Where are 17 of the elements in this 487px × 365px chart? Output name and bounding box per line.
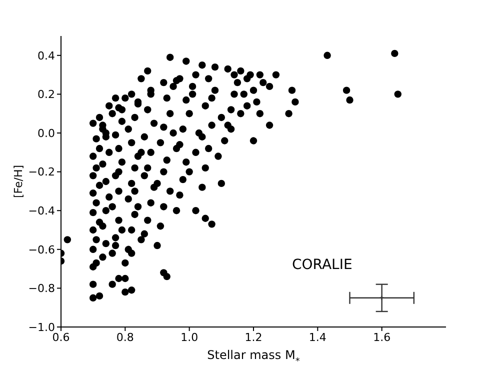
- x-axis-title: Stellar mass M$_{*}$: [207, 348, 300, 365]
- y-tick-label: −0.2: [28, 166, 55, 179]
- y-tick-label: 0.4: [38, 49, 55, 62]
- annotation: CORALIE: [292, 256, 352, 273]
- y-tick-label: −0.4: [28, 204, 55, 218]
- x-tick-label: 0.8: [116, 330, 134, 344]
- y-tick-label: 0.0: [38, 126, 55, 140]
- x-tick-label: 1.0: [180, 330, 198, 344]
- x-tick-label: 1.6: [373, 330, 391, 344]
- y-tick-label: 0.2: [38, 88, 55, 102]
- y-axis-title: [Fe/H]: [12, 164, 25, 198]
- y-tick-label: −0.6: [28, 243, 55, 256]
- x-tick-label: 1.4: [308, 330, 326, 344]
- x-tick-label: 1.2: [244, 330, 262, 344]
- y-tick-label: −1.0: [28, 320, 55, 334]
- y-tick-label: −0.8: [28, 282, 55, 296]
- x-tick-label: 0.6: [52, 330, 70, 344]
